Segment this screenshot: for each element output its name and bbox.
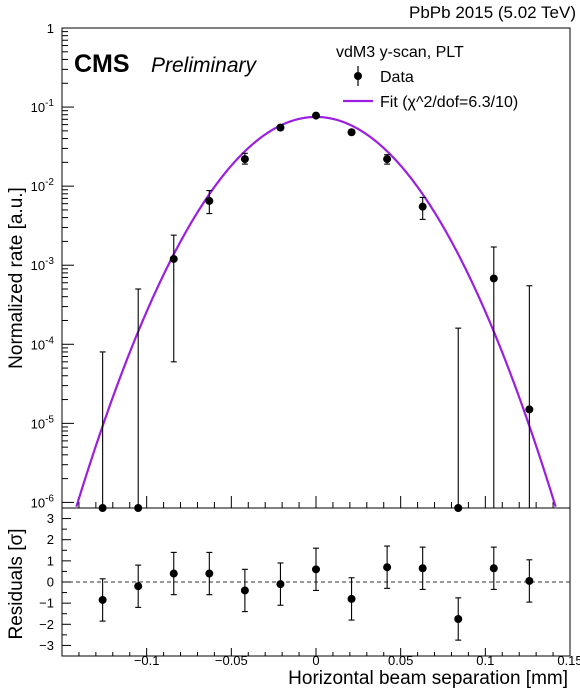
legend-fit-label: Fit (χ^2/dof=6.3/10): [380, 94, 518, 111]
residuals-y-axis-label: Residuals [σ]: [6, 529, 27, 640]
residuals-panel: 3 2 1 0 −1 −2 −3 −0.1 −0.05 0 0.05 0.1 0.15 Residua…: [6, 507, 580, 688]
data-point-marker: [489, 274, 498, 283]
residual-marker: [489, 564, 498, 573]
data-points: [98, 111, 534, 512]
residual-marker: [383, 563, 392, 572]
main-y-tick-label: 10-1: [31, 98, 55, 115]
residual-marker: [134, 582, 143, 591]
legend-title: vdM3 y-scan, PLT: [336, 44, 464, 61]
residual-marker: [276, 580, 285, 589]
res-y-tick-label: 1: [47, 553, 54, 568]
data-point-marker: [525, 405, 534, 414]
x-tick-label: 0.15: [557, 653, 580, 668]
x-tick-label: −0.05: [215, 653, 248, 668]
main-y-axis-label: Normalized rate [a.u.]: [6, 187, 27, 369]
res-y-tick-label: −1: [39, 596, 54, 611]
main-y-tick-label: 10-4: [31, 335, 55, 352]
main-y-ticks: 1 10-1 10-2 10-3 10-4 10-5 10-6: [31, 21, 74, 510]
res-y-tick-label: −2: [39, 617, 54, 632]
cms-logo-text: CMS: [74, 50, 130, 78]
legend-data-marker: [354, 72, 362, 80]
residual-marker: [205, 569, 214, 578]
legend: vdM3 y-scan, PLT Data Fit (χ^2/dof=6.3/1…: [336, 44, 518, 111]
residual-marker: [240, 586, 249, 595]
residual-marker: [169, 569, 178, 578]
residual-points: [98, 545, 534, 641]
data-point-marker: [418, 202, 427, 211]
residual-marker: [312, 565, 320, 574]
residual-marker: [525, 576, 534, 585]
data-point-marker: [312, 111, 320, 120]
x-tick-label: 0.05: [388, 653, 413, 668]
residual-marker: [98, 595, 107, 604]
main-y-tick-label: 10-6: [31, 493, 55, 510]
main-y-tick-label: 10-3: [31, 256, 55, 273]
data-point-marker: [240, 155, 249, 164]
x-tick-label: 0.1: [476, 653, 494, 668]
residuals-y-ticks: 3 2 1 0 −1 −2 −3: [39, 511, 71, 653]
preliminary-label: Preliminary: [151, 54, 258, 77]
main-panel: 1 10-1 10-2 10-3 10-4 10-5 10-6 Normalized rat…: [6, 21, 571, 512]
res-y-tick-label: 3: [47, 511, 54, 526]
fit-curve: [75, 115, 557, 508]
res-y-tick-label: −3: [39, 638, 54, 653]
residual-marker: [418, 564, 427, 573]
x-tick-label: 0: [312, 653, 319, 668]
main-y-tick-label: 10-2: [31, 177, 55, 194]
data-point-marker: [276, 123, 285, 132]
data-point-marker: [347, 128, 356, 137]
residuals-x-ticks: −0.1 −0.05 0 0.05 0.1 0.15: [78, 648, 580, 668]
data-point-marker: [205, 196, 214, 205]
main-y-tick-label: 10-5: [31, 414, 55, 431]
data-point-marker: [383, 155, 392, 164]
residual-marker: [347, 594, 356, 603]
data-point-marker: [169, 254, 178, 263]
x-tick-label: −0.1: [134, 653, 160, 668]
residual-marker: [454, 615, 463, 623]
res-y-tick-label: 2: [47, 532, 54, 547]
main-y-tick-label: 1: [47, 21, 54, 36]
res-y-tick-label: 0: [47, 575, 54, 590]
main-x-ticks: [78, 496, 554, 508]
legend-data-label: Data: [380, 69, 414, 86]
figure-header: PbPb 2015 (5.02 TeV): [409, 3, 576, 22]
x-axis-label: Horizontal beam separation [mm]: [288, 668, 568, 688]
